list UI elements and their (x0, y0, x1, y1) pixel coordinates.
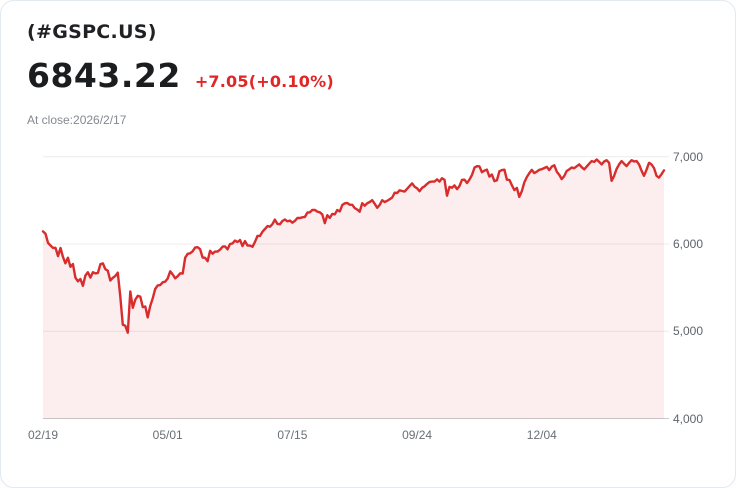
y-axis-label: 7,000 (673, 149, 704, 164)
last-price: 6843.22 (27, 56, 181, 95)
price-change: +7.05(+0.10%) (194, 72, 334, 91)
x-axis-label: 05/01 (152, 428, 183, 442)
chart-plot-area[interactable] (43, 146, 664, 419)
y-axis-label: 6,000 (673, 237, 704, 251)
price-row: 6843.22 +7.05(+0.10%) (27, 56, 334, 95)
y-axis-label: 5,000 (673, 324, 704, 339)
instrument-symbol: (#GSPC.US) (27, 21, 157, 43)
y-axis-label: 4,000 (673, 411, 704, 426)
x-axis-label: 02/19 (27, 428, 59, 442)
x-axis-label: 12/04 (526, 428, 557, 442)
as-of-timestamp: At close:2026/2/17 (27, 113, 127, 127)
x-axis-label: 09/24 (402, 428, 433, 442)
x-axis-label: 07/15 (277, 428, 308, 442)
